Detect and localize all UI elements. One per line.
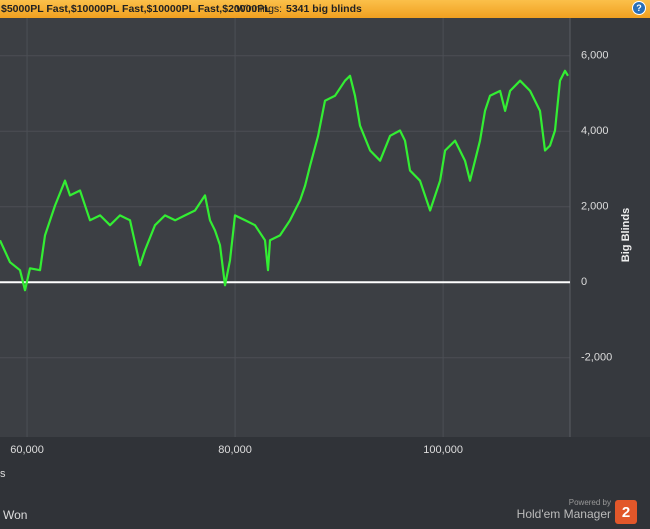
header-title: $5000PL Fast,$10000PL Fast,$10000PL Fast…	[1, 3, 271, 15]
x-tick-label: 100,000	[423, 444, 463, 456]
x-axis-label: s	[0, 468, 6, 480]
winnings-value: 5341 big blinds	[286, 3, 362, 15]
help-icon[interactable]	[632, 1, 646, 15]
y-axis-label: Big Blinds	[620, 208, 632, 262]
brand-badge-text: 2	[622, 504, 630, 521]
brand-badge	[615, 500, 637, 524]
x-tick-label: 80,000	[218, 444, 252, 456]
powered-by: Powered by	[569, 498, 611, 507]
data-line	[0, 69, 569, 292]
x-tick-label: 60,000	[10, 444, 44, 456]
y-tick-label: -2,000	[581, 352, 612, 364]
header-bar	[0, 0, 650, 18]
y-tick-label: 4,000	[581, 125, 609, 137]
y-tick-label: 2,000	[581, 201, 609, 213]
winnings-label: Winnings:	[236, 3, 282, 15]
help-icon-text[interactable]: ?	[636, 3, 642, 13]
y-tick-label: 0	[581, 276, 587, 288]
footer-area	[0, 437, 650, 529]
y-tick-label: 6,000	[581, 50, 609, 62]
brand: Hold'em Manager	[517, 507, 611, 521]
legend-entry[interactable]: Won	[3, 508, 27, 522]
